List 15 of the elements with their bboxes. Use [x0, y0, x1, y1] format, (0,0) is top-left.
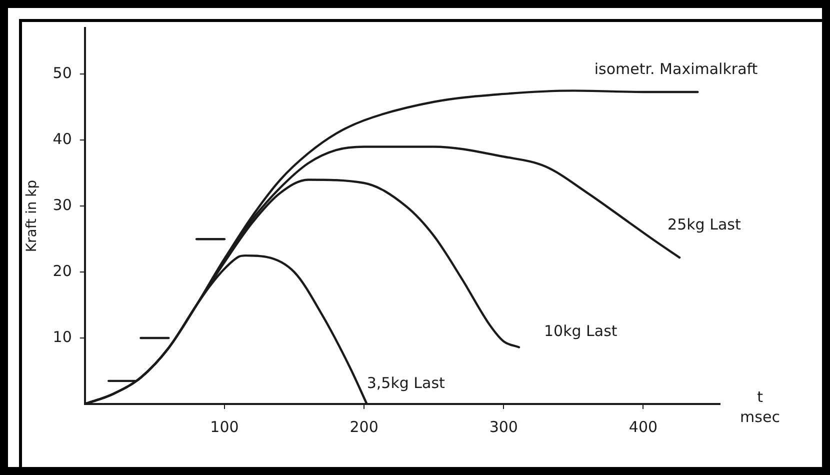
series-label: 3,5kg Last: [366, 374, 446, 392]
y-axis-title: Kraft in kp: [24, 180, 40, 252]
y-tick-label: 10: [52, 328, 72, 346]
series-label: 10kg Last: [544, 322, 618, 340]
x-tick-label: 100: [210, 418, 239, 436]
x-tick-label: 200: [350, 418, 378, 436]
x-tick-label: 300: [489, 418, 518, 436]
y-tick-label: 40: [52, 130, 72, 148]
y-tick-label: 20: [52, 262, 72, 280]
y-tick-label: 30: [52, 196, 72, 214]
series-label: isometr. Maximalkraft: [594, 60, 758, 78]
y-tick-label: 50: [52, 64, 72, 82]
x-axis-title: t msec: [740, 388, 780, 426]
x-tick-label: 400: [628, 418, 658, 436]
series-label: 25kg Last: [668, 215, 741, 234]
